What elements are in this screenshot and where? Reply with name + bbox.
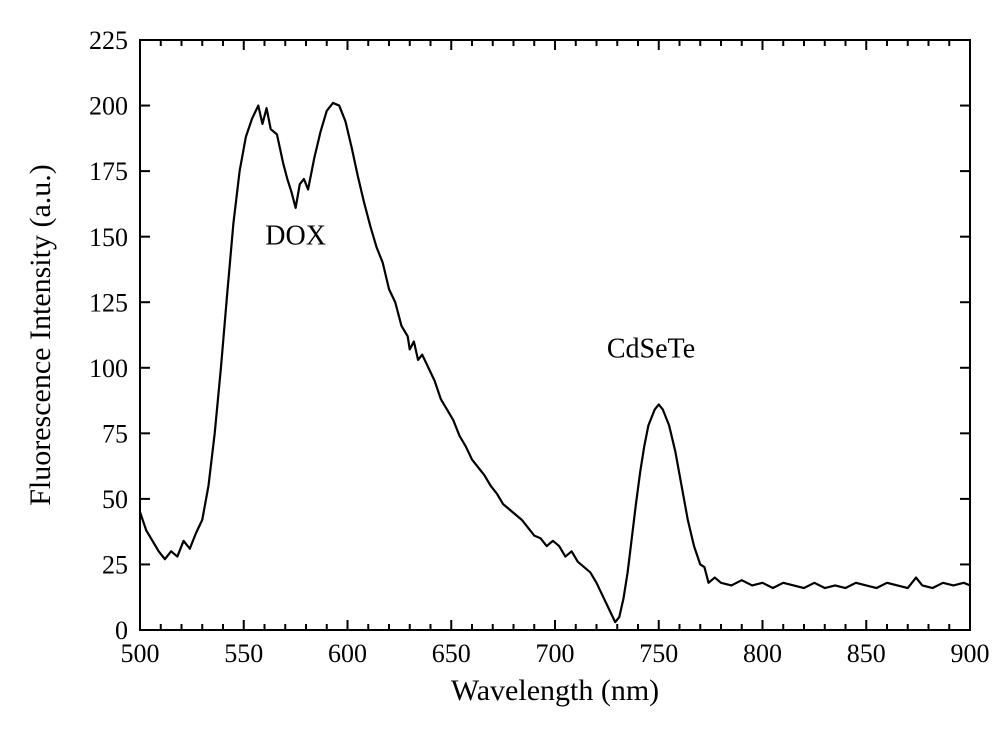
y-tick-label: 0 (115, 616, 128, 645)
y-tick-label: 125 (89, 288, 128, 317)
x-tick-label: 750 (639, 639, 678, 668)
x-tick-label: 550 (224, 639, 263, 668)
y-tick-label: 175 (89, 157, 128, 186)
y-tick-label: 50 (102, 485, 128, 514)
y-tick-label: 225 (89, 26, 128, 55)
x-tick-label: 900 (951, 639, 990, 668)
x-tick-label: 650 (432, 639, 471, 668)
annotation-label: CdSeTe (607, 333, 695, 364)
y-tick-label: 100 (89, 354, 128, 383)
x-tick-label: 800 (743, 639, 782, 668)
y-axis-label: Fluorescence Intensity (a.u.) (24, 164, 57, 506)
x-tick-label: 700 (536, 639, 575, 668)
x-axis-label: Wavelength (nm) (451, 674, 659, 707)
y-tick-label: 75 (102, 419, 128, 448)
x-tick-label: 600 (328, 639, 367, 668)
x-tick-label: 850 (847, 639, 886, 668)
fluorescence-spectrum-chart: 5005506006507007508008509000255075100125… (0, 0, 1000, 741)
y-tick-label: 25 (102, 551, 128, 580)
annotation-label: DOX (265, 221, 326, 252)
y-tick-label: 150 (89, 223, 128, 252)
y-tick-label: 200 (89, 92, 128, 121)
